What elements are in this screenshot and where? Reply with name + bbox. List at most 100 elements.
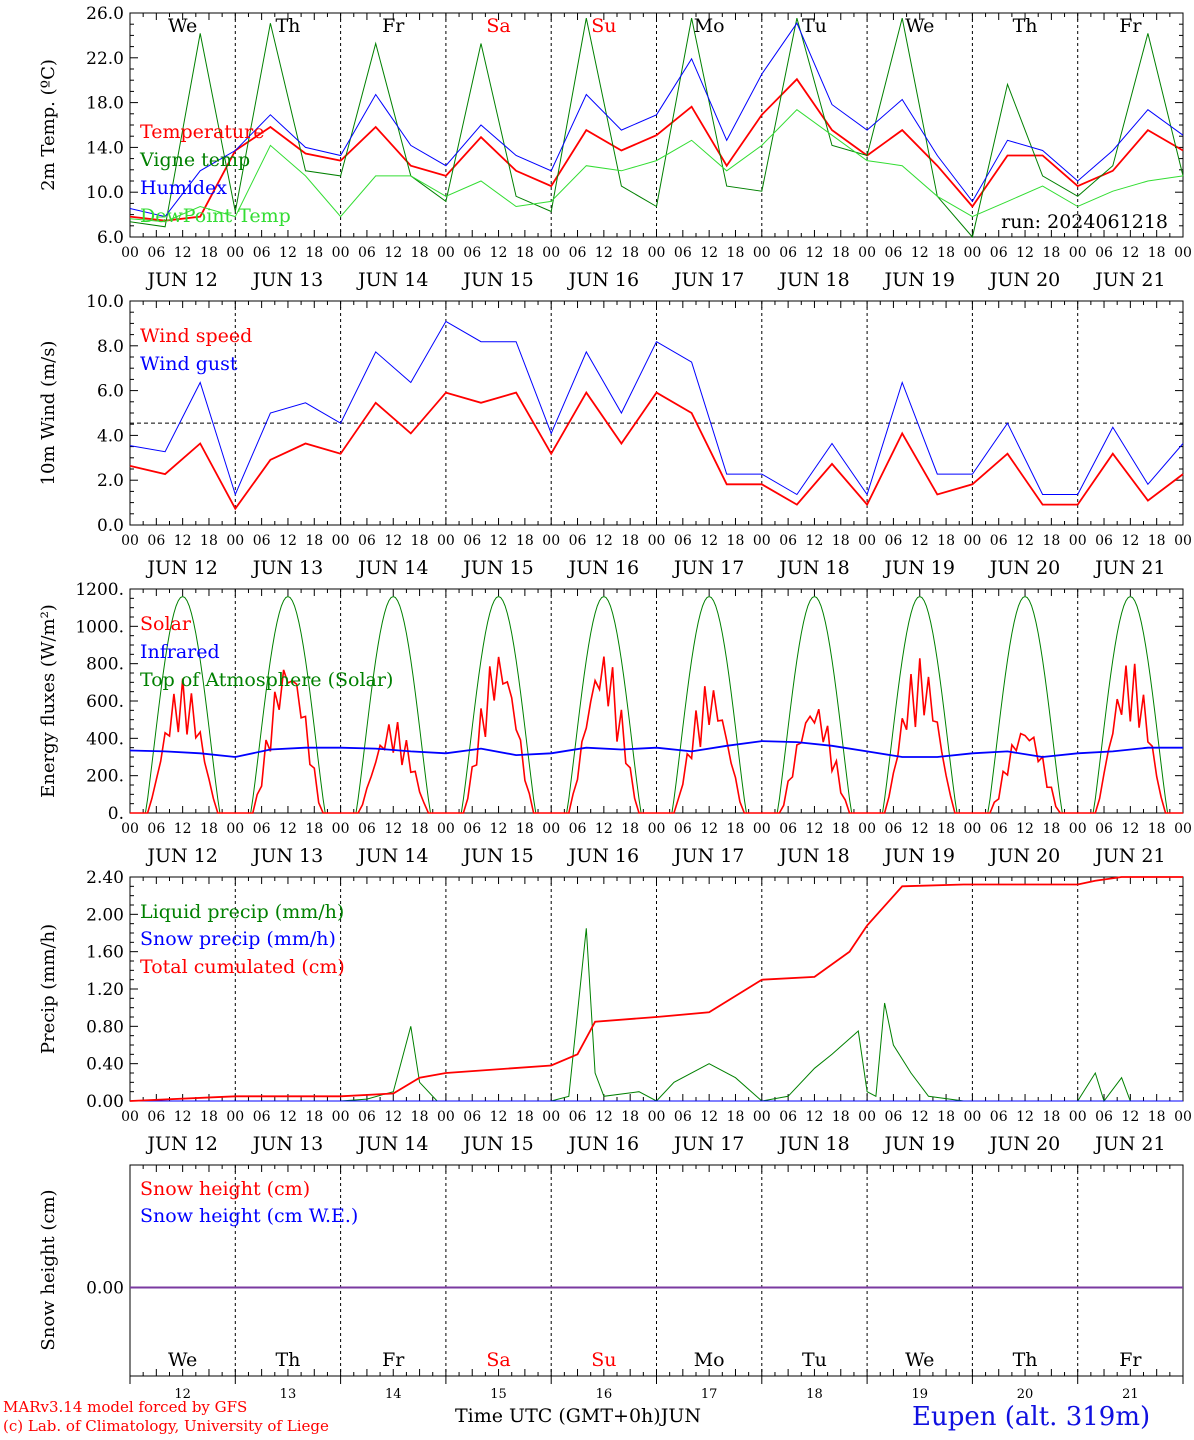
y-tick-label: 6.0 [97, 382, 124, 402]
hour-tick-label: 18 [832, 821, 850, 837]
hour-tick-label: 06 [1095, 821, 1113, 837]
hour-tick-label: 18 [832, 245, 850, 261]
y-tick-label: 1.20 [86, 980, 124, 1000]
hour-tick-label: 00 [753, 245, 771, 261]
hour-tick-label: 06 [569, 533, 587, 549]
panel-frame [129, 300, 1184, 526]
hour-tick-label: 00 [963, 821, 981, 837]
hour-tick-label: 00 [332, 245, 350, 261]
day-number-label: 17 [701, 1387, 718, 1402]
hour-tick-label: 00 [1069, 245, 1087, 261]
y-tick-label: 6.0 [97, 228, 124, 248]
hour-tick-label: 12 [384, 1109, 402, 1125]
hour-tick-label: 00 [226, 533, 244, 549]
hour-tick-label: 06 [147, 821, 165, 837]
hour-tick-label: 00 [753, 821, 771, 837]
date-label: JUN 17 [672, 845, 744, 867]
hour-tick-label: 12 [806, 821, 824, 837]
day-name-label: Mo [694, 1349, 725, 1371]
hour-tick-label: 12 [1121, 821, 1139, 837]
date-label: JUN 15 [461, 1133, 533, 1155]
hour-tick-label: 18 [411, 533, 429, 549]
hour-tick-label: 18 [621, 821, 639, 837]
date-label: JUN 18 [777, 1133, 849, 1155]
day-name-label: Fr [382, 15, 405, 37]
hour-tick-label: 06 [569, 821, 587, 837]
y-tick-label: 800. [86, 655, 124, 675]
hour-tick-label: 06 [990, 1109, 1008, 1125]
date-label: JUN 15 [461, 269, 533, 291]
hour-tick-label: 00 [121, 245, 139, 261]
legend-entry: Total cumulated (cm) [140, 956, 345, 978]
hour-tick-label: 06 [147, 245, 165, 261]
day-name-label: Th [1013, 1349, 1038, 1371]
hour-tick-label: 18 [727, 533, 745, 549]
hour-tick-label: 00 [858, 533, 876, 549]
date-label: JUN 14 [356, 269, 428, 291]
hour-tick-label: 12 [1016, 821, 1034, 837]
solar-line [130, 656, 1183, 814]
hour-tick-label: 12 [1016, 533, 1034, 549]
legend-entry: Vigne temp [139, 149, 250, 171]
hour-tick-label: 18 [1042, 821, 1060, 837]
y-tick-label: 0.00 [86, 1279, 124, 1299]
date-label: JUN 13 [251, 1133, 323, 1155]
hour-tick-label: 12 [911, 1109, 929, 1125]
hour-tick-label: 06 [779, 821, 797, 837]
hour-tick-label: 18 [305, 245, 323, 261]
day-name-label: Tu [802, 15, 827, 37]
hour-tick-label: 18 [832, 1109, 850, 1125]
hour-tick-label: 18 [411, 821, 429, 837]
series-line-wind-speed [129, 390, 1184, 511]
hour-tick-label: 06 [569, 245, 587, 261]
hour-tick-label: 06 [990, 245, 1008, 261]
hour-tick-label: 06 [569, 1109, 587, 1125]
time-axis-title: Time UTC (GMT+0h)JUN [455, 1405, 701, 1427]
panel-1: 6.0 10.0 14.0 18.0 22.0 26.0 2m Temp. (ºC) 00 06… [38, 4, 1192, 291]
hour-tick-label: 12 [174, 245, 192, 261]
hour-tick-label: 00 [332, 533, 350, 549]
legend-entry: Snow precip (mm/h) [140, 928, 336, 950]
hour-tick-label: 06 [253, 821, 271, 837]
legend-entry: Snow height (cm W.E.) [140, 1205, 358, 1227]
hour-tick-label: 00 [437, 533, 455, 549]
hour-tick-label: 06 [463, 245, 481, 261]
hour-tick-label: 00 [437, 821, 455, 837]
y-tick-label: 10.0 [86, 183, 124, 203]
hour-tick-label: 00 [1069, 821, 1087, 837]
day-name-label: We [168, 1349, 197, 1371]
hour-tick-label: 00 [753, 533, 771, 549]
y-tick-label: 600. [86, 692, 124, 712]
hour-tick-label: 18 [516, 821, 534, 837]
hour-tick-label: 00 [858, 245, 876, 261]
panel-frame [129, 588, 1184, 814]
hour-tick-label: 12 [700, 245, 718, 261]
day-name-label: We [905, 15, 934, 37]
legend-entry: Liquid precip (mm/h) [140, 901, 344, 923]
hour-tick-label: 12 [1121, 533, 1139, 549]
y-tick-label: 2.00 [86, 905, 124, 925]
y-tick-label: 2.0 [97, 471, 124, 491]
date-label: JUN 15 [461, 557, 533, 579]
hour-tick-label: 00 [648, 245, 666, 261]
hour-tick-label: 12 [1121, 1109, 1139, 1125]
hour-tick-label: 00 [963, 1109, 981, 1125]
day-name-label: Su [591, 1349, 616, 1371]
hour-tick-label: 00 [437, 1109, 455, 1125]
day-name-label: We [168, 15, 197, 37]
lab-credit: (c) Lab. of Climatology, University of L… [3, 1417, 329, 1435]
date-label: JUN 12 [145, 1133, 217, 1155]
hour-tick-label: 18 [937, 1109, 955, 1125]
hour-tick-label: 18 [621, 245, 639, 261]
hour-tick-label: 00 [542, 245, 560, 261]
date-label: JUN 20 [988, 845, 1060, 867]
hour-tick-label: 00 [648, 1109, 666, 1125]
date-label: JUN 13 [251, 845, 323, 867]
hour-tick-label: 06 [674, 533, 692, 549]
y-tick-label: 0. [108, 804, 124, 824]
hour-tick-label: 18 [621, 533, 639, 549]
date-label: JUN 16 [567, 557, 639, 579]
hour-tick-label: 06 [358, 821, 376, 837]
hour-tick-label: 00 [226, 245, 244, 261]
date-label: JUN 18 [777, 269, 849, 291]
